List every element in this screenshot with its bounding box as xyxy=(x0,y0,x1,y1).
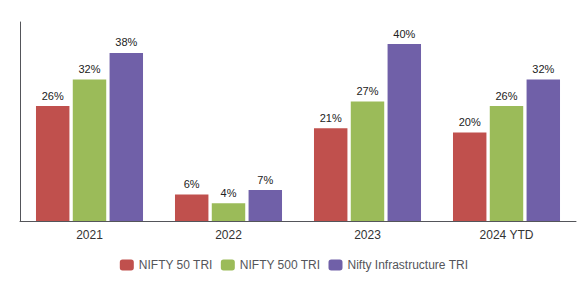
svg-text:32%: 32% xyxy=(78,63,100,75)
svg-text:26%: 26% xyxy=(495,90,517,102)
svg-text:7%: 7% xyxy=(257,174,273,186)
svg-text:6%: 6% xyxy=(184,178,200,190)
svg-text:2021: 2021 xyxy=(76,228,103,242)
svg-text:27%: 27% xyxy=(356,85,378,97)
svg-text:2023: 2023 xyxy=(354,228,381,242)
svg-text:2022: 2022 xyxy=(215,228,242,242)
svg-text:Nifty Infrastructure TRI: Nifty Infrastructure TRI xyxy=(348,258,468,272)
svg-text:26%: 26% xyxy=(42,90,64,102)
svg-text:40%: 40% xyxy=(393,28,415,40)
svg-text:21%: 21% xyxy=(320,112,342,124)
svg-text:4%: 4% xyxy=(221,187,237,199)
svg-text:20%: 20% xyxy=(459,116,481,128)
svg-text:NIFTY 500 TRI: NIFTY 500 TRI xyxy=(240,258,320,272)
svg-text:NIFTY 50 TRI: NIFTY 50 TRI xyxy=(139,258,213,272)
svg-text:2024 YTD: 2024 YTD xyxy=(480,228,534,242)
svg-text:32%: 32% xyxy=(532,63,554,75)
svg-text:38%: 38% xyxy=(115,36,137,48)
